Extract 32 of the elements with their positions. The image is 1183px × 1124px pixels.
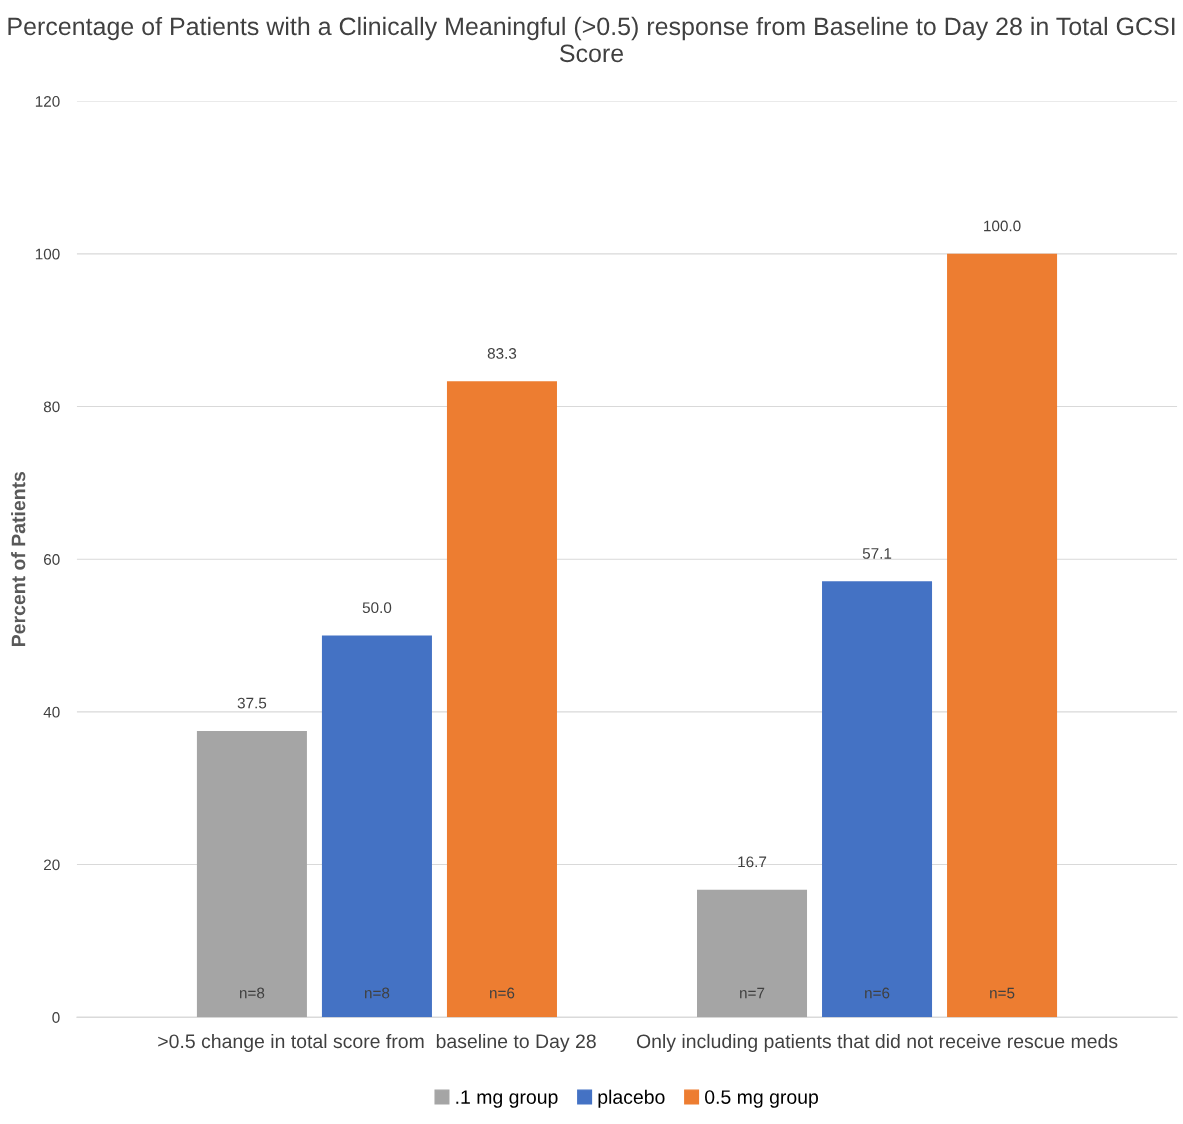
bar [822, 581, 933, 1018]
annotation: n=6 [865, 987, 890, 999]
y-tick-label: 120 [35, 96, 60, 107]
annotation: n=5 [990, 987, 1015, 999]
y-tick-label: 20 [44, 859, 60, 871]
data-label: 100.0 [984, 220, 1021, 232]
annotation: n=7 [740, 987, 765, 999]
bar [947, 253, 1058, 1018]
y-tick-label: 80 [43, 401, 60, 413]
data-label: 57.1 [862, 548, 892, 559]
y-tick-label: 0 [52, 1012, 60, 1023]
y-tick-label: 40 [43, 706, 60, 718]
bar [196, 730, 307, 1018]
x-tick-label: Only including patients that did not receive rescue meds [636, 1033, 1118, 1053]
bar [697, 889, 808, 1018]
legend-label: .1 mg group [456, 1090, 558, 1108]
data-label: 50.0 [362, 602, 392, 614]
chart-title: Percentage of Patients with a Clinically Meaningful (>0.5) response from Baseline to Day 28 in Total GCSI Score [8, 16, 1175, 63]
y-axis-title: Percent of Patients [11, 471, 26, 646]
data-label: 16.7 [738, 856, 767, 868]
y-tick-label: 100 [35, 248, 60, 260]
annotation: n=8 [239, 987, 265, 999]
annotation: n=6 [490, 987, 515, 999]
legend-label: 0.5 mg group [705, 1090, 819, 1108]
x-tick-label: >0.5 change in total score from baseline to Day 28 [158, 1033, 596, 1053]
bar [321, 635, 432, 1018]
data-label: 83.3 [487, 348, 517, 359]
legend-label: placebo [598, 1089, 665, 1108]
bar [446, 381, 557, 1018]
y-tick-label: 60 [44, 554, 60, 565]
annotation: n=8 [365, 987, 390, 999]
data-label: 37.5 [237, 697, 267, 709]
